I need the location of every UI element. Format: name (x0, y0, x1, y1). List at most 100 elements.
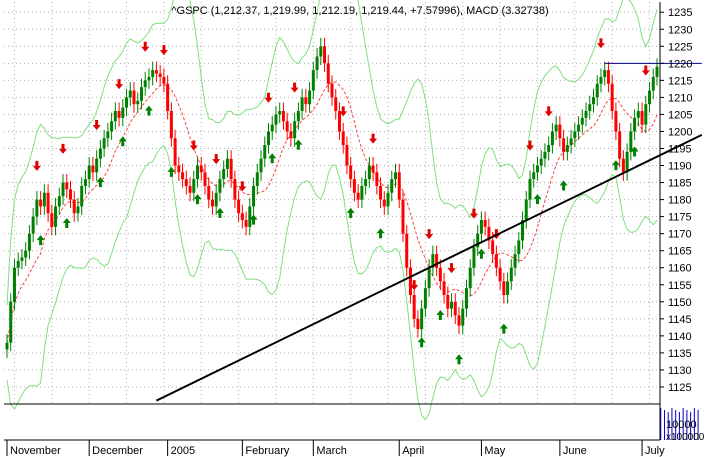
price-bar (491, 240, 495, 255)
price-bar (266, 131, 270, 146)
buy-arrow (477, 248, 486, 259)
price-bar (315, 56, 319, 71)
x-tick-label: April (402, 445, 424, 457)
signal-markers (32, 38, 650, 365)
price-bar (72, 199, 76, 214)
x-tick-label: February (245, 445, 290, 457)
upper-band (6, 0, 658, 306)
price-bar (225, 158, 229, 169)
price-tick-label: 1205 (668, 109, 692, 121)
price-bar (252, 185, 256, 207)
price-bar (416, 318, 420, 330)
price-bar (113, 111, 117, 122)
price-bar (278, 111, 282, 115)
price-bar (192, 179, 196, 193)
buy-arrow (499, 323, 508, 334)
price-bar (431, 254, 435, 268)
sell-arrow (544, 106, 553, 117)
price-bar (532, 172, 536, 180)
price-bar (397, 172, 401, 200)
price-bar (222, 168, 226, 180)
price-bar (181, 172, 185, 180)
buy-arrow (167, 166, 176, 177)
x-tick-label: November (10, 445, 61, 457)
price-bar (233, 179, 237, 200)
price-bar (281, 111, 285, 122)
price-bar (405, 233, 409, 268)
x-tick-label: May (484, 445, 505, 457)
price-bar (91, 165, 95, 173)
price-bar (16, 260, 20, 268)
price-tick-label: 1185 (668, 178, 692, 190)
price-bar (237, 199, 241, 214)
price-bar (382, 199, 386, 207)
price-bar (386, 192, 390, 207)
price-bar (502, 281, 506, 295)
price-bar (524, 199, 528, 221)
price-bar (479, 220, 483, 234)
buy-arrow (215, 207, 224, 218)
price-bar (110, 121, 114, 132)
axes: 1235 1230 1225 1220 1215 1210 1205 1200 1195 1190… (4, 2, 705, 457)
price-bar (625, 151, 629, 173)
price-bar (636, 111, 640, 118)
price-tick-label: 1125 (668, 382, 692, 394)
buy-arrow (249, 214, 258, 225)
price-tick-label: 1160 (668, 263, 692, 275)
price-bar (438, 267, 442, 282)
buy-arrow (533, 194, 542, 205)
price-bar (9, 301, 13, 343)
price-bar (655, 66, 659, 77)
price-bar (31, 216, 35, 234)
price-bar (599, 76, 603, 84)
price-bar (629, 131, 633, 152)
price-bar (95, 158, 99, 173)
price-bar (554, 124, 558, 132)
price-tick-label: 1130 (668, 365, 692, 377)
price-bar (308, 90, 312, 105)
price-bar (98, 148, 102, 159)
sell-arrow (410, 280, 419, 291)
price-tick-label: 1210 (668, 92, 692, 104)
price-tick-label: 1220 (668, 58, 692, 70)
price-bar (274, 114, 278, 125)
price-bar (293, 121, 297, 139)
price-bar (446, 294, 450, 309)
price-bar (151, 70, 155, 77)
price-bar (539, 158, 543, 166)
price-tick-label: 1165 (668, 246, 692, 258)
sell-arrow (425, 229, 434, 240)
price-bar (483, 220, 487, 227)
price-bar (394, 172, 398, 180)
price-tick-label: 1235 (668, 7, 692, 19)
price-bar (371, 165, 375, 173)
price-bar (296, 111, 300, 122)
price-bar (580, 117, 584, 125)
price-bar (521, 220, 525, 241)
price-bar (210, 199, 214, 207)
sell-arrow (264, 92, 273, 103)
price-bar (229, 158, 233, 180)
price-bar (69, 189, 73, 200)
buy-arrow (268, 153, 277, 164)
price-bar (42, 192, 46, 207)
price-bar (494, 254, 498, 268)
price-tick-label: 1145 (668, 314, 692, 326)
buy-arrow (62, 218, 71, 229)
price-bar (27, 233, 31, 251)
price-tick-label: 1230 (668, 24, 692, 36)
price-bar (289, 131, 293, 139)
price-bar (603, 70, 607, 77)
price-bar (364, 179, 368, 186)
buy-arrow (417, 337, 426, 348)
price-bar (263, 145, 267, 159)
buy-arrow (144, 105, 153, 116)
price-bar (457, 315, 461, 326)
price-bar (550, 131, 554, 146)
price-bar (203, 172, 207, 186)
price-bar (509, 267, 513, 282)
price-bar (61, 182, 65, 197)
price-bar (162, 76, 166, 84)
price-bar (367, 165, 371, 180)
price-bar (330, 83, 334, 98)
